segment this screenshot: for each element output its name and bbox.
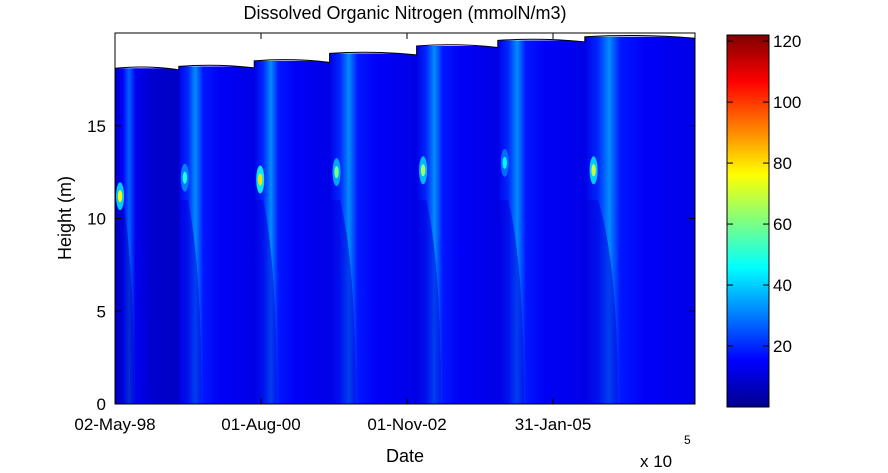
colorbar-tick-label: 40: [773, 276, 792, 295]
x-tick-label: 31-Jan-05: [515, 415, 592, 434]
y-tick-label: 10: [87, 210, 106, 229]
colorbar-tick-label: 60: [773, 215, 792, 234]
colorbar: [726, 34, 770, 408]
bloom-hotspot: [591, 164, 596, 177]
bloom-hotspot: [334, 166, 339, 179]
y-tick-label: 5: [97, 302, 106, 321]
deep-layer: [497, 199, 524, 404]
x-multiplier: x 10: [640, 452, 672, 471]
y-tick-label: 15: [87, 117, 106, 136]
deep-layer: [115, 199, 135, 404]
bloom-hotspot: [182, 171, 188, 184]
deep-layer: [329, 199, 356, 404]
chart-title: Dissolved Organic Nitrogen (mmolN/m3): [243, 3, 566, 23]
heatmap-plot-area: [115, 33, 695, 404]
x-tick-label: 02-May-98: [74, 415, 155, 434]
deep-layer: [178, 199, 202, 404]
water-surface: [115, 33, 695, 71]
deep-layer: [584, 199, 618, 404]
colorbar-tick-label: 120: [773, 32, 801, 51]
bloom-hotspot: [258, 173, 263, 186]
deep-layer: [254, 199, 277, 404]
y-axis-title: Height (m): [55, 176, 75, 260]
deep-layer: [416, 199, 441, 404]
bloom-hotspot: [502, 156, 507, 169]
y-axis: 0 5 10 15: [87, 117, 695, 414]
bloom-hotspot: [117, 190, 123, 203]
x-tick-label: 01-Aug-00: [221, 415, 300, 434]
x-axis-title: Date: [386, 446, 424, 466]
colorbar-tick-label: 80: [773, 154, 792, 173]
x-axis: 02-May-98 01-Aug-00 01-Nov-02 31-Jan-05: [74, 33, 591, 434]
y-tick-label: 0: [97, 395, 106, 414]
colorbar-tick-label: 100: [773, 93, 801, 112]
colorbar-axis: 20 40 60 80 100 120: [727, 32, 801, 356]
x-tick-label: 01-Nov-02: [367, 415, 446, 434]
bloom-hotspot: [420, 164, 426, 177]
x-multiplier-exponent: 5: [684, 433, 691, 447]
colorbar-tick-label: 20: [773, 337, 792, 356]
